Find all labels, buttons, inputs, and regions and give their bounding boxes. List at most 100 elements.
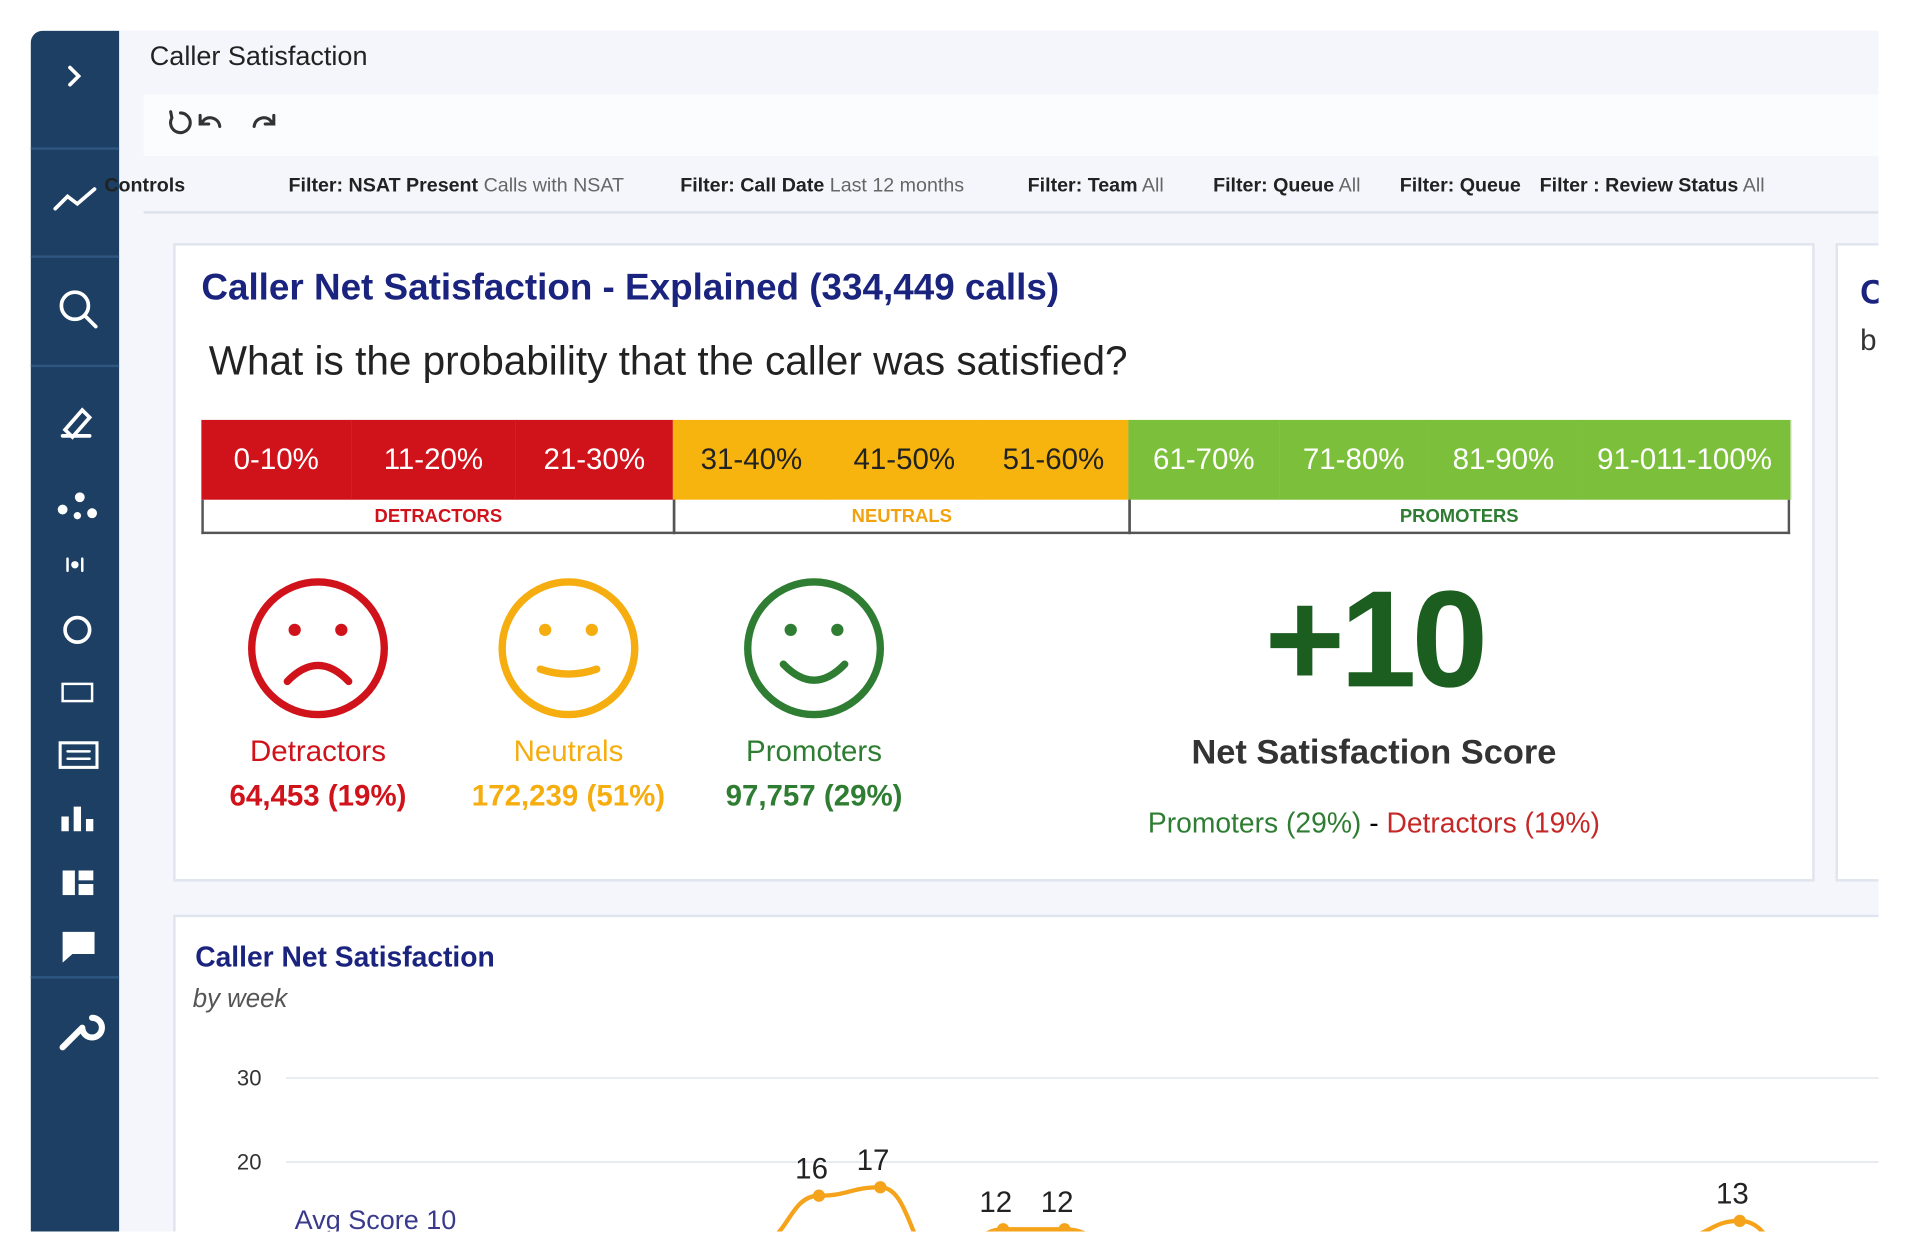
formula-detractors: Detractors (19%) <box>1386 806 1600 839</box>
face-icon <box>498 578 639 719</box>
toolbar <box>143 94 1879 156</box>
data-label: 12 <box>1041 1186 1074 1219</box>
scale-band: 0-10% <box>201 419 353 500</box>
filter[interactable]: Filter : Review Status All <box>1540 176 1765 198</box>
score-formula: Promoters (29%) - Detractors (19%) <box>1067 807 1681 840</box>
chart-subtitle: by week <box>193 985 289 1013</box>
filter[interactable]: Filter: NSAT Present Calls with NSAT <box>289 176 624 198</box>
toolbar-icons <box>169 110 276 135</box>
scale-band: 31-40% <box>672 419 832 500</box>
face-mouth <box>779 660 849 684</box>
y-tick-label: 20 <box>237 1149 262 1174</box>
trend-card: Caller Net Satisfaction by week 102030Av… <box>173 914 1879 1232</box>
scale-group: PROMOTERS <box>1128 499 1791 535</box>
face-eye <box>831 623 844 637</box>
face-value: 172,239 (51%) <box>471 779 666 813</box>
data-label: 16 <box>795 1152 828 1185</box>
score-label: Net Satisfaction Score <box>1191 732 1557 772</box>
scale-group: NEUTRALS <box>672 499 1131 535</box>
list-icon[interactable] <box>58 741 99 769</box>
series-point <box>1058 1223 1071 1232</box>
scale-group: DETRACTORS <box>201 499 676 535</box>
refresh-icon[interactable] <box>63 615 92 644</box>
signal-icon[interactable] <box>66 557 84 573</box>
data-label: 12 <box>979 1186 1012 1219</box>
face-outline <box>744 578 885 719</box>
filter-label: Filter: Team <box>1027 175 1138 197</box>
filter[interactable]: Filter: Team All <box>1028 176 1164 198</box>
scale-band: 71-80% <box>1279 419 1430 500</box>
filter-label: Controls <box>104 175 186 197</box>
series-point <box>874 1181 887 1194</box>
filter-label: Filter: Call Date <box>680 175 825 197</box>
filter-value: All <box>1141 175 1164 197</box>
trend-icon[interactable] <box>53 187 97 211</box>
side-card-subtitle: b <box>1860 324 1877 358</box>
filter[interactable]: Filter: Queue <box>1400 176 1521 198</box>
undo-button[interactable] <box>198 113 222 128</box>
chart-title: Caller Net Satisfaction <box>195 940 495 972</box>
data-label: 13 <box>1716 1178 1749 1211</box>
filter[interactable]: Filter: Queue All <box>1213 176 1360 198</box>
chat-icon[interactable] <box>62 931 95 963</box>
bar-icon[interactable] <box>61 806 94 832</box>
data-label: 17 <box>857 1144 890 1177</box>
divider <box>143 211 1879 214</box>
blocks-icon[interactable] <box>61 682 94 703</box>
edit-icon[interactable] <box>60 407 93 440</box>
face-mouth <box>283 661 353 686</box>
app-window: Caller Satisfaction Controls Filter: NSAT… <box>30 30 1879 1232</box>
search-icon[interactable] <box>59 290 91 322</box>
filter-label: Filter: Queue <box>1399 175 1521 197</box>
face-label: Promoters <box>746 735 882 769</box>
scale-band: 41-50% <box>829 419 980 500</box>
scale-band: 11-20% <box>351 419 517 500</box>
side-card-title: C <box>1860 273 1878 312</box>
filter-value: Last 12 months <box>829 175 965 197</box>
scale-band: 51-60% <box>978 419 1130 500</box>
series-point <box>1733 1214 1746 1228</box>
face-eye <box>288 623 301 637</box>
face-outline <box>498 578 639 719</box>
face-value: 97,757 (29%) <box>725 779 903 813</box>
face-icon <box>744 578 885 719</box>
filter-value: All <box>1338 175 1361 197</box>
network-icon[interactable] <box>57 492 97 520</box>
scale-band: 61-70% <box>1128 419 1281 500</box>
scale-band: 81-90% <box>1427 419 1581 500</box>
layout-icon[interactable] <box>62 870 94 896</box>
card-title: Caller Net Satisfaction - Explained (334… <box>201 267 1060 309</box>
filter-value: All <box>1742 175 1765 197</box>
face-value: 64,453 (19%) <box>229 779 407 813</box>
face-label: Neutrals <box>513 735 624 769</box>
face-eye <box>784 623 797 637</box>
scale-band: 91-011-100% <box>1578 419 1792 500</box>
card-question: What is the probability that the caller … <box>208 337 1128 384</box>
series-line <box>776 1185 1766 1232</box>
series-point <box>812 1189 826 1202</box>
page-title: Caller Satisfaction <box>149 40 368 72</box>
filter-label: Filter : Review Status <box>1539 175 1739 197</box>
filter[interactable]: Filter: Call Date Last 12 months <box>680 176 964 198</box>
filter-value: Calls with NSAT <box>483 175 625 197</box>
settings-icon[interactable] <box>59 1014 105 1051</box>
divider <box>30 976 120 979</box>
filter[interactable]: Controls <box>104 176 185 198</box>
divider <box>30 364 120 368</box>
formula-minus: - <box>1361 806 1387 839</box>
reload-button[interactable] <box>169 110 192 135</box>
sidebar <box>30 30 120 1232</box>
expand-icon[interactable] <box>68 65 82 87</box>
face-eye <box>539 623 552 637</box>
probability-scale: 0-10% 11-20% 21-30% 31-40% 41-50% 51-60% 61-70… <box>201 419 1792 543</box>
side-card: C b <box>1835 243 1879 882</box>
face-eye <box>585 623 598 637</box>
redo-button[interactable] <box>252 113 276 128</box>
filter-label: Filter: Queue <box>1213 175 1335 197</box>
face-outline <box>248 578 388 719</box>
nsat-card: Caller Net Satisfaction - Explained (334… <box>173 243 1815 882</box>
divider <box>30 147 120 150</box>
y-tick-label: 30 <box>237 1065 262 1090</box>
face-icon <box>248 578 388 719</box>
